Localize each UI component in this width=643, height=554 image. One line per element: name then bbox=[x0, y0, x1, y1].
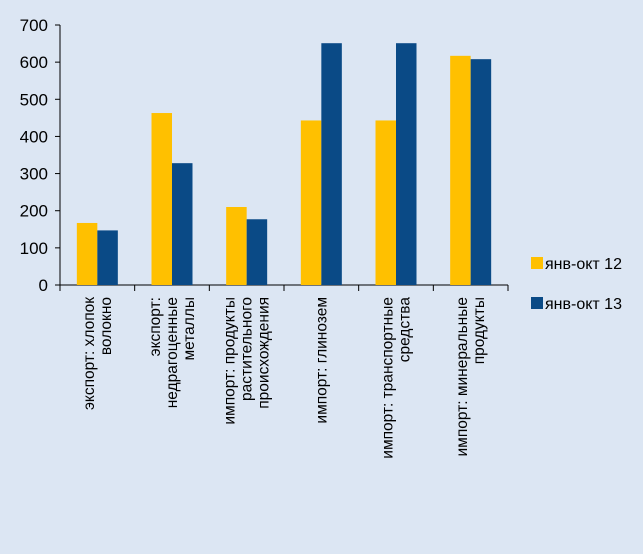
y-tick-label: 500 bbox=[20, 90, 48, 109]
x-category-label-line: экспорт: хлопок bbox=[81, 297, 98, 410]
bar-series-1 bbox=[375, 120, 396, 285]
chart-bars bbox=[76, 43, 492, 286]
bar-series-2 bbox=[172, 163, 193, 285]
chart-axes: 0 100 200 300 400 500 600 700 bbox=[20, 16, 509, 295]
y-tick-label: 700 bbox=[20, 16, 48, 35]
x-category-label-line: происхождения bbox=[256, 297, 273, 409]
bar-series-2 bbox=[396, 43, 417, 286]
bar-series-1 bbox=[300, 120, 322, 285]
x-category-label-line: импорт: минеральные bbox=[454, 297, 471, 457]
x-category-label: экспорт: хлопок волокно bbox=[81, 297, 115, 410]
x-category-label-line: импорт: транспортные bbox=[380, 297, 397, 459]
y-tick-label: 200 bbox=[20, 202, 48, 221]
legend-swatch bbox=[531, 257, 543, 269]
y-tick-label: 400 bbox=[20, 127, 48, 146]
legend-swatch bbox=[531, 297, 543, 309]
bar-series-1 bbox=[226, 207, 247, 285]
chart-legend: янв-окт 12 янв-окт 13 bbox=[531, 256, 622, 313]
x-category-label-line: волокно bbox=[98, 297, 115, 355]
bar-series-2 bbox=[97, 230, 118, 285]
x-category-label: экспорт: недрагоценные металлы bbox=[147, 297, 198, 408]
bar-series-2 bbox=[470, 59, 492, 285]
bar-series-1 bbox=[151, 113, 172, 286]
y-tick-label: 300 bbox=[20, 165, 48, 184]
x-category-label-line: импорт: продукты bbox=[222, 297, 239, 425]
x-category-label: импорт: минеральные продукты bbox=[454, 297, 488, 457]
bar-series-1 bbox=[450, 55, 471, 286]
y-tick-label: 100 bbox=[20, 239, 48, 258]
x-category-label: импорт: глинозем bbox=[313, 297, 330, 424]
y-tick-label: 0 bbox=[39, 276, 48, 295]
x-category-label-line: средства bbox=[397, 297, 414, 363]
category-labels: экспорт: хлопок волокно экспорт: недрагоцен… bbox=[81, 297, 488, 459]
x-category-label-line: импорт: глинозем bbox=[313, 297, 330, 424]
bar-series-1 bbox=[76, 222, 98, 285]
x-category-label: импорт: транспортные средства bbox=[380, 297, 414, 459]
x-category-label-line: металлы bbox=[181, 297, 198, 361]
legend-label: янв-окт 13 bbox=[545, 296, 622, 313]
y-tick-label: 600 bbox=[20, 53, 48, 72]
x-category-label-line: экспорт: bbox=[147, 297, 164, 356]
bar-series-2 bbox=[321, 43, 342, 286]
x-category-label: импорт: продукты растительного происхожден… bbox=[222, 297, 273, 425]
x-category-label-line: растительного bbox=[239, 297, 256, 401]
legend-label: янв-окт 12 bbox=[545, 256, 622, 273]
bar-series-2 bbox=[246, 219, 268, 285]
x-category-label-line: продукты bbox=[471, 297, 488, 364]
x-category-label-line: недрагоценные bbox=[164, 297, 181, 408]
